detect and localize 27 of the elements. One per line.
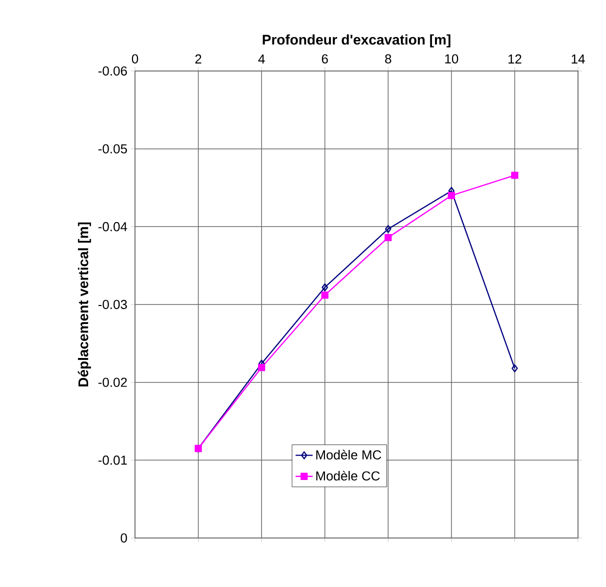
x-tick-label: 8: [385, 54, 392, 64]
point: [511, 172, 518, 179]
x-tick-label: 0: [132, 54, 138, 64]
y-tick-label: 0: [120, 533, 127, 543]
y-tick-label: -0.05: [98, 144, 127, 154]
x-axis-title: Profondeur d'excavation [m]: [262, 34, 450, 48]
point: [258, 364, 266, 372]
legend-label: Modèle MC: [316, 450, 382, 460]
x-tick-label: 14: [572, 54, 585, 64]
y-tick-label: -0.02: [98, 378, 127, 387]
y-axis-title: Déplacement vertical [m]: [78, 222, 92, 386]
x-tick-label: 12: [508, 54, 522, 64]
x-tick-label: 6: [322, 54, 328, 64]
y-tick-label: -0.03: [98, 300, 127, 310]
point: [385, 225, 392, 233]
x-tick-label: 4: [258, 54, 265, 64]
y-tick-label: -0.01: [98, 456, 127, 465]
point: [322, 283, 328, 292]
point: [448, 192, 456, 200]
point: [512, 364, 518, 372]
legend-label: Modèle CC: [316, 470, 380, 481]
y-tick-label: -0.06: [98, 66, 127, 76]
point: [321, 292, 328, 299]
x-tick-label: 2: [195, 54, 202, 64]
x-tick-label: 10: [445, 54, 458, 64]
y-tick-label: -0.04: [98, 222, 128, 232]
point: [384, 234, 392, 242]
